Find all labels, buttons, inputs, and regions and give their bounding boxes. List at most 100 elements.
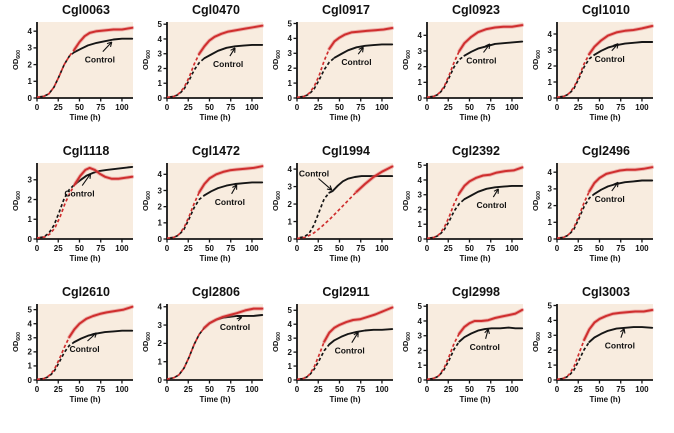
x-tick-label: 50 — [75, 244, 84, 253]
x-tick-label: 75 — [96, 385, 105, 394]
y-tick-label: 5 — [418, 161, 423, 170]
y-axis-label: OD600 — [271, 50, 282, 70]
control-label: Control — [69, 344, 99, 354]
chart-title: Cgl1118 — [62, 144, 110, 158]
growth-chart-panel: Cgl1994 0 25 50 75 100 0 1 2 3 4 Time (h) OD600 Contr… — [270, 142, 400, 283]
plot-area — [37, 22, 133, 98]
control-curve — [463, 184, 524, 201]
control-label: Control — [476, 200, 506, 210]
growth-chart-panel: Cgl0923 0 25 50 75 100 0 1 2 3 4 Time (h) OD600 Contr… — [400, 1, 530, 142]
y-tick-label: 3 — [548, 185, 553, 194]
y-axis-label: OD600 — [401, 50, 412, 70]
x-tick-label: 25 — [184, 103, 193, 112]
treatment-curve — [203, 307, 264, 329]
y-tick-label: 1 — [28, 362, 33, 371]
control-curve — [203, 43, 264, 60]
y-tick-label: 1 — [158, 357, 163, 366]
treatment-curve — [68, 305, 134, 339]
y-tick-label: 4 — [158, 170, 163, 179]
y-tick-label: 0 — [548, 376, 553, 385]
control-curve — [588, 326, 654, 343]
growth-chart-svg: 0 25 50 75 100 0 1 2 3 4 5 Time (h) OD600 Control — [11, 304, 135, 404]
y-axis-label: OD600 — [531, 191, 542, 211]
x-tick-label: 25 — [444, 244, 453, 253]
treatment-curve — [458, 166, 524, 195]
x-tick-label: 50 — [205, 103, 214, 112]
y-tick-label: 3 — [418, 47, 423, 56]
y-tick-label: 5 — [158, 20, 163, 29]
control-label: Control — [64, 189, 94, 199]
growth-chart-panel: Cgl2496 0 25 50 75 100 0 1 2 3 4 Time (h) OD600 Contr… — [530, 142, 660, 283]
x-tick-label: 100 — [635, 103, 649, 112]
x-axis-label: Time (h) — [70, 254, 101, 263]
x-tick-label: 75 — [486, 385, 495, 394]
y-tick-label: 2 — [548, 201, 553, 210]
y-tick-label: 2 — [288, 64, 293, 73]
x-tick-label: 25 — [184, 385, 193, 394]
treatment-curve-dashed — [426, 50, 461, 99]
y-tick-label: 0 — [28, 376, 33, 385]
x-tick-label: 100 — [505, 103, 519, 112]
y-tick-label: 1 — [288, 217, 293, 226]
x-tick-label: 50 — [335, 244, 344, 253]
annotation-arrow — [483, 43, 491, 53]
x-tick-label: 75 — [616, 244, 625, 253]
x-tick-label: 25 — [54, 103, 63, 112]
x-tick-label: 75 — [226, 103, 235, 112]
y-tick-label: 3 — [158, 50, 163, 59]
y-tick-label: 4 — [418, 176, 423, 185]
treatment-curve-dashed — [166, 191, 201, 240]
y-axis-label: OD600 — [531, 50, 542, 70]
treatment-curve-dashed — [166, 53, 201, 99]
chart-title: Cgl1010 — [582, 3, 630, 17]
x-axis-label: Time (h) — [590, 254, 621, 263]
x-axis-label: Time (h) — [460, 254, 491, 263]
chart-title: Cgl1994 — [322, 144, 370, 158]
y-tick-label: 4 — [288, 320, 293, 329]
y-tick-label: 4 — [158, 303, 163, 312]
y-axis-label: OD600 — [141, 191, 152, 211]
x-axis-label: Time (h) — [200, 395, 231, 404]
plot-area — [167, 22, 263, 98]
control-curve — [593, 41, 654, 56]
x-axis-label: Time (h) — [590, 395, 621, 404]
control-curve-dashed — [426, 198, 465, 240]
y-axis-label: OD600 — [531, 332, 542, 352]
x-tick-label: 75 — [356, 244, 365, 253]
chart-title: Cgl2496 — [582, 144, 630, 158]
x-axis-label: Time (h) — [200, 254, 231, 263]
chart-title: Cgl2998 — [452, 285, 500, 299]
treatment-curve-dashed — [296, 48, 331, 99]
y-tick-label: 4 — [28, 320, 33, 329]
y-tick-label: 2 — [418, 62, 423, 71]
y-tick-label: 0 — [288, 376, 293, 385]
control-label: Control — [605, 341, 635, 351]
growth-chart-svg: 0 25 50 75 100 0 1 2 3 4 Time (h) OD600 Control — [141, 303, 265, 404]
x-tick-label: 25 — [314, 244, 323, 253]
y-tick-label: 2 — [158, 339, 163, 348]
x-tick-label: 50 — [75, 385, 84, 394]
x-tick-label: 75 — [356, 103, 365, 112]
control-curve — [458, 326, 524, 343]
y-tick-label: 2 — [158, 64, 163, 73]
x-tick-label: 0 — [35, 103, 40, 112]
y-tick-label: 3 — [288, 334, 293, 343]
growth-chart-svg: 0 25 50 75 100 0 1 2 3 4 5 Time (h) OD600 Control — [401, 302, 525, 404]
treatment-curve — [355, 165, 394, 193]
control-label: Control — [341, 57, 371, 67]
x-axis-label: Time (h) — [590, 113, 621, 122]
y-tick-label: 2 — [418, 205, 423, 214]
x-tick-label: 75 — [96, 244, 105, 253]
y-tick-label: 4 — [418, 31, 423, 40]
x-tick-label: 25 — [444, 385, 453, 394]
y-tick-label: 1 — [548, 78, 553, 87]
y-tick-label: 4 — [28, 27, 33, 36]
x-tick-label: 0 — [35, 385, 40, 394]
y-tick-label: 2 — [548, 346, 553, 355]
treatment-curve-dashed — [36, 49, 76, 99]
y-tick-label: 3 — [158, 186, 163, 195]
treatment-curve — [328, 27, 394, 50]
treatment-curve-dashed — [296, 191, 358, 240]
growth-chart-panel: Cgl2998 0 25 50 75 100 0 1 2 3 4 5 Time (h) OD600 Cont… — [400, 283, 530, 424]
x-axis-label: Time (h) — [330, 395, 361, 404]
